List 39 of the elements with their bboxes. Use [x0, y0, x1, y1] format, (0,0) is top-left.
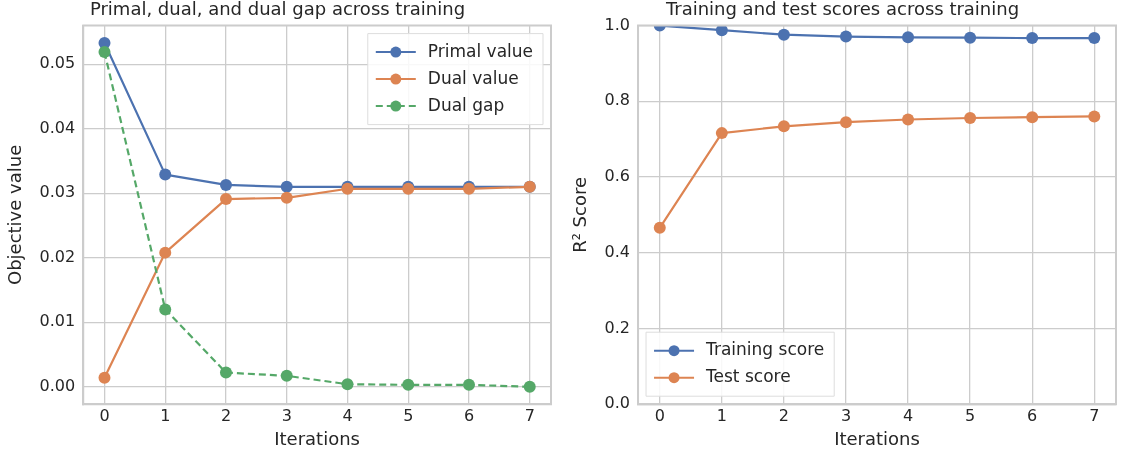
chart-title: Training and test scores across training: [664, 0, 1020, 20]
x-tick-label: 6: [1027, 405, 1038, 425]
y-tick-label: 0.02: [39, 246, 76, 266]
x-tick-label: 4: [902, 405, 914, 425]
x-tick-label: 2: [778, 405, 790, 425]
y-tick-label: 0.04: [39, 117, 76, 137]
x-tick-label: 5: [403, 405, 414, 425]
x-tick-label: 5: [965, 405, 976, 425]
y-tick-label: 0.03: [39, 182, 76, 202]
y-tick-label: 0.4: [604, 241, 631, 261]
y-tick-label: 0.2: [604, 317, 631, 337]
y-tick-label: 0.8: [604, 90, 631, 110]
y-tick-label: 0.01: [39, 311, 76, 331]
x-tick-label: 0: [654, 405, 665, 425]
y-tick-label: 0.00: [39, 375, 76, 395]
legend-label: Test score: [705, 366, 791, 387]
x-tick-label: 7: [524, 405, 535, 425]
x-tick-label: 1: [716, 405, 727, 425]
y-tick-label: 0.0: [604, 393, 631, 413]
y-tick-label: 0.05: [39, 53, 76, 73]
legend-label: Training score: [705, 339, 825, 360]
legend-label: Primal value: [427, 40, 534, 61]
x-tick-label: 4: [342, 405, 353, 425]
x-tick-label: 2: [220, 405, 232, 425]
legend-label: Dual gap: [427, 94, 505, 115]
x-tick-label: 1: [160, 405, 171, 425]
chart-title: Primal, dual, and dual gap across training: [89, 0, 466, 20]
y-axis-title: Objective value: [4, 144, 26, 286]
x-tick-label: 0: [99, 405, 110, 425]
x-tick-label: 7: [1089, 405, 1100, 425]
y-tick-label: 0.6: [604, 166, 631, 186]
x-axis-title: Iterations: [834, 427, 920, 449]
x-axis-title: Iterations: [274, 427, 360, 449]
y-axis-title: R² Score: [569, 176, 591, 253]
y-tick-label: 1.0: [604, 14, 631, 34]
x-tick-label: 3: [281, 405, 292, 425]
x-tick-label: 3: [840, 405, 852, 425]
x-tick-label: 6: [463, 405, 475, 425]
legend-label: Dual value: [427, 67, 519, 88]
